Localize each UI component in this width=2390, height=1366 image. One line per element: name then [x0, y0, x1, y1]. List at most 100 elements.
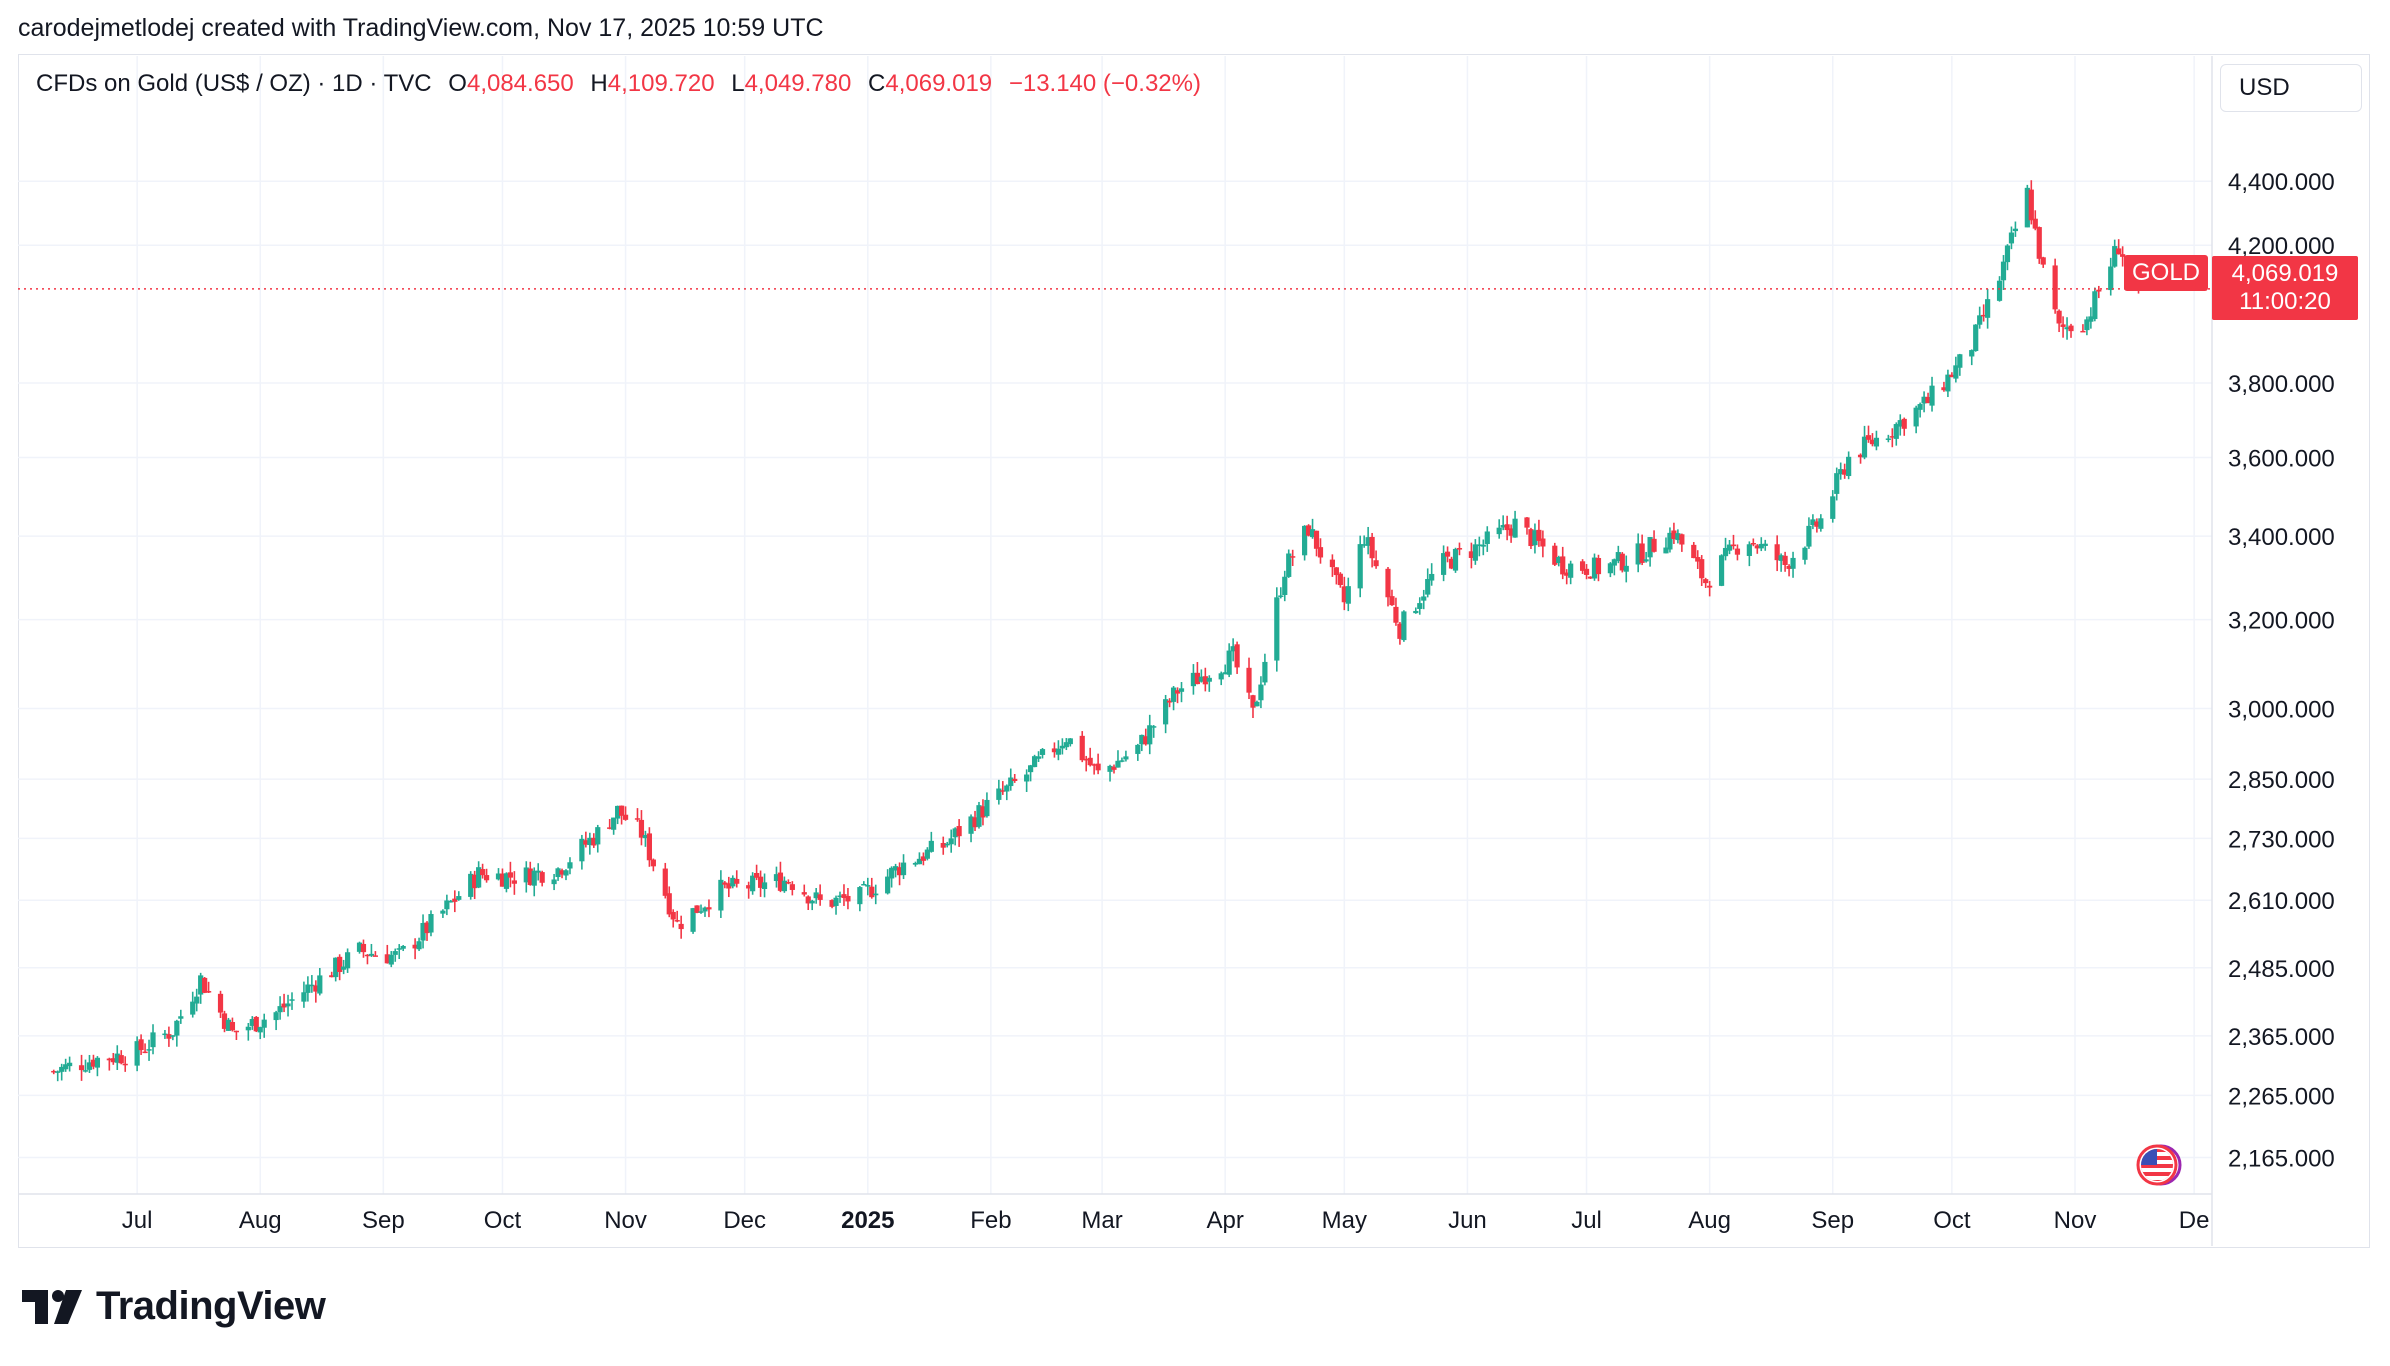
- candle: [726, 876, 732, 898]
- candle: [1317, 538, 1324, 564]
- candle: [1830, 490, 1836, 523]
- us-flag-icon[interactable]: [2133, 1143, 2185, 1187]
- candle: [761, 873, 768, 898]
- candle: [261, 1013, 267, 1038]
- candle: [1536, 519, 1542, 547]
- candle: [2056, 309, 2062, 333]
- candle: [1695, 550, 1701, 570]
- candle: [841, 884, 847, 906]
- open-value: 4,084.650: [466, 70, 574, 97]
- candle: [1560, 546, 1566, 580]
- x-tick-label: May: [1322, 1207, 1367, 1234]
- candle: [480, 863, 486, 879]
- candle: [607, 819, 613, 830]
- tradingview-logo[interactable]: TradingView: [22, 1284, 326, 1329]
- candle: [912, 861, 919, 867]
- candle: [1643, 551, 1649, 563]
- candle: [563, 869, 569, 881]
- candle: [1444, 546, 1451, 563]
- candle: [1206, 675, 1212, 692]
- candle: [1790, 551, 1796, 578]
- candle: [1540, 530, 1546, 558]
- candle: [2004, 244, 2011, 271]
- candle: [245, 1022, 251, 1041]
- candle: [869, 877, 875, 899]
- candle: [162, 1029, 168, 1039]
- candle: [1468, 542, 1474, 569]
- candle: [952, 827, 958, 846]
- candle: [337, 954, 343, 981]
- chart-frame: [18, 54, 2370, 1248]
- logo-text: TradingView: [96, 1284, 326, 1328]
- candle: [110, 1053, 116, 1065]
- candle: [734, 870, 740, 888]
- symbol-label: CFDs on Gold (US$ / OZ) · 1D · TVC: [36, 70, 432, 97]
- candle: [1063, 738, 1069, 751]
- candle: [1448, 556, 1455, 570]
- candle: [2108, 257, 2114, 296]
- axes: 4,400.000 4,200.000 3,800.000 3,600.000 3,40…: [18, 56, 2335, 1246]
- candle: [944, 841, 950, 848]
- candle: [1440, 545, 1447, 582]
- candle: [1262, 653, 1268, 686]
- currency-button[interactable]: USD: [2220, 64, 2362, 112]
- candle: [611, 817, 617, 835]
- candle: [146, 1039, 152, 1061]
- y-tick-label: 2,165.000: [2228, 1146, 2335, 1173]
- candle: [531, 867, 537, 897]
- candle: [920, 852, 926, 866]
- candle: [591, 833, 597, 848]
- candle: [202, 977, 208, 994]
- candle: [206, 981, 212, 994]
- candle: [416, 937, 422, 952]
- candle: [1734, 544, 1741, 561]
- candle: [1480, 539, 1486, 556]
- candle: [1413, 607, 1419, 614]
- candle: [1857, 453, 1864, 464]
- candle: [1329, 554, 1336, 577]
- candle: [1913, 405, 1919, 434]
- candle: [817, 884, 823, 906]
- candle: [1838, 462, 1844, 480]
- candle: [1814, 518, 1820, 533]
- candle: [1929, 376, 1935, 412]
- candle: [285, 994, 291, 1017]
- candle: [368, 943, 375, 957]
- candle: [722, 881, 728, 889]
- candle: [972, 810, 978, 832]
- candle: [1476, 536, 1482, 557]
- candle: [1528, 527, 1534, 550]
- candle: [1810, 514, 1816, 530]
- candle: [1055, 740, 1062, 761]
- candle: [90, 1054, 97, 1070]
- x-tick-label: Jun: [1448, 1207, 1487, 1234]
- candle: [622, 806, 629, 821]
- candle: [1123, 750, 1129, 762]
- y-tick-label: 3,200.000: [2228, 608, 2335, 635]
- candle: [1691, 542, 1697, 559]
- candle: [1282, 570, 1288, 602]
- candle: [229, 1017, 236, 1032]
- candle: [372, 951, 378, 957]
- candle: [559, 868, 565, 879]
- candle: [170, 1035, 176, 1041]
- candle: [996, 779, 1002, 805]
- candle: [174, 1019, 180, 1047]
- low-value: 4,049.780: [744, 70, 852, 97]
- candle: [1345, 577, 1351, 612]
- candle: [217, 990, 224, 1018]
- y-tick-label: 3,000.000: [2228, 696, 2335, 723]
- candle: [1504, 515, 1510, 541]
- candle: [1472, 539, 1478, 565]
- candle: [134, 1036, 140, 1072]
- candle: [233, 1030, 240, 1041]
- candle: [1973, 324, 1979, 352]
- candle: [1397, 622, 1403, 645]
- candle: [1147, 714, 1153, 755]
- candle: [1778, 553, 1784, 572]
- candle: [527, 861, 533, 886]
- candle: [166, 1026, 172, 1047]
- candle: [1512, 510, 1518, 538]
- candle: [773, 866, 780, 888]
